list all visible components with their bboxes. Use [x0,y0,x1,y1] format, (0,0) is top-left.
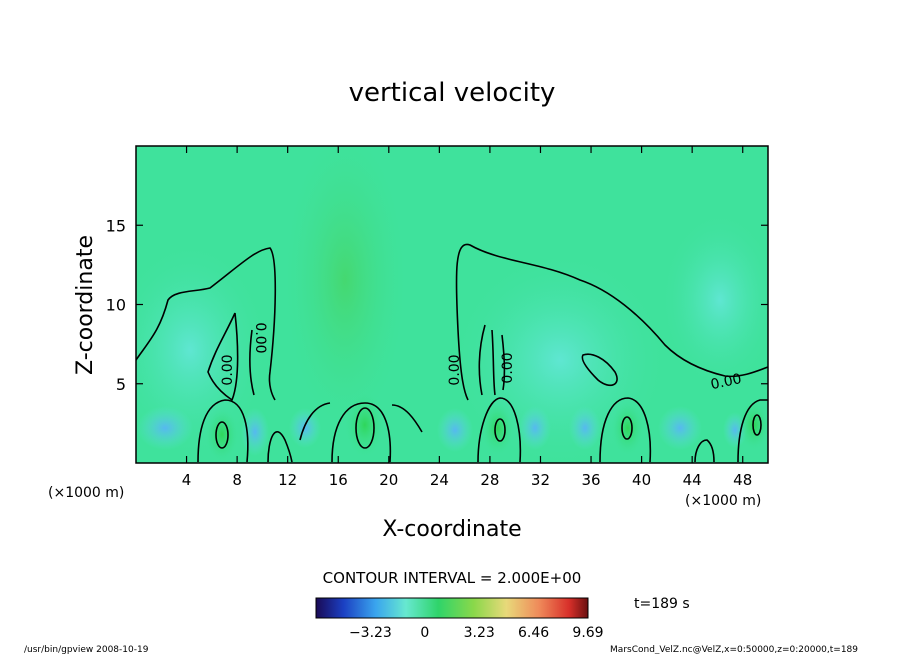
x-tick-label: 4 [182,471,192,489]
contour-small-mid-2 [491,329,496,396]
y-tick-label: 5 [116,375,126,394]
x-tick-label: 16 [329,471,348,489]
y-tick-label: 10 [106,296,126,315]
contour-label: 0.00 [252,322,268,353]
x-tick-label: 8 [232,471,242,489]
x-tick-label: 44 [683,471,702,489]
updraft-cell [344,391,386,459]
time-label: t=189 s [634,596,690,612]
contour-updraft-3 [477,397,522,463]
updraft-cell [204,405,240,463]
colorbar-tick-label: −3.23 [349,625,392,641]
contour-label: 0.00 [500,352,516,383]
y-axis-label: Z-coordinate [73,235,98,375]
contour-small-mid-3 [501,334,506,391]
contour-labels: 0.00 0.00 0.00 0.00 0.00 [220,322,743,393]
x-axis-label: X-coordinate [382,517,521,542]
contour-loop-right [581,353,618,387]
central-column [280,146,410,440]
contour-small-left [207,312,239,402]
colorbar-tick-label: 6.46 [518,625,549,641]
colorbar-tick-label: 3.23 [464,625,495,641]
plot-area: 0.00 0.00 0.00 0.00 0.00 [136,146,768,463]
contour-small-left-2 [249,329,255,396]
contour-updraft-4 [599,397,652,463]
contour-label: 0.00 [220,354,236,385]
y-tick-label: 15 [106,216,126,235]
colorbar-tick-label: 9.69 [572,625,603,641]
downdraft-band [137,406,747,456]
x-tick-label: 28 [480,471,499,489]
x-axis: 4 8 12 16 20 24 28 32 36 40 44 48 [182,146,752,489]
contour-wiggle-2 [391,404,423,433]
x-tick-label: 48 [733,471,752,489]
y-axis: 5 10 15 [106,216,768,394]
contour-dip-2 [694,439,715,463]
updraft-core-contours [215,407,762,449]
x-tick-label: 12 [278,471,297,489]
contour-wiggle-1 [299,402,331,441]
contour-left-plume [136,247,277,401]
contour-updraft-5 [737,399,768,463]
x-unit-left: (×1000 m) [48,485,124,501]
colorbar [315,597,589,619]
x-unit-right: (×1000 m) [685,493,761,509]
contour-dip-1 [267,431,293,463]
cyan-wash-far-right [660,210,768,390]
contour-label: 0.00 [709,371,743,393]
x-tick-label: 32 [531,471,550,489]
x-tick-label: 24 [430,471,449,489]
updraft-cell [480,399,515,457]
colorbar-ticks: −3.23 0 3.23 6.46 9.69 [349,625,604,641]
contour-label: 0.00 [447,354,463,385]
x-tick-label: 20 [379,471,398,489]
footer-right: MarsCond_VelZ.nc@VelZ,x=0:50000,z=0:2000… [610,645,858,654]
footer-left: /usr/bin/gpview 2008-10-19 [24,645,149,654]
colorbar-tick-label: 0 [420,625,429,641]
x-tick-label: 40 [632,471,651,489]
updraft-cell [610,399,645,457]
chart-title: vertical velocity [349,78,556,108]
contour-lines [136,243,768,463]
updraft-cell [738,398,768,452]
contour-right-plume [455,243,768,401]
contour-updraft-2 [331,402,392,463]
contour-interval: CONTOUR INTERVAL = 2.000E+00 [323,569,582,587]
contour-small-mid-1 [478,324,486,396]
x-tick-label: 36 [581,471,600,489]
contour-updraft-1 [197,399,249,463]
